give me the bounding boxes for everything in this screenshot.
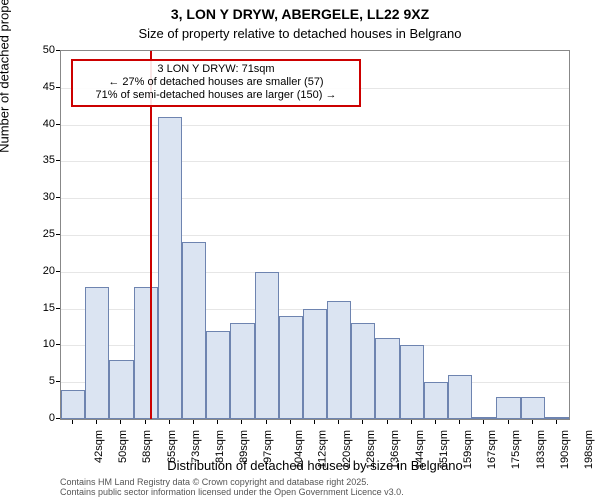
histogram-bar [206, 331, 230, 419]
y-tick-mark [56, 197, 60, 198]
x-tick-mark [532, 420, 533, 424]
y-tick-label: 50 [15, 44, 55, 56]
footer-line-2: Contains public sector information licen… [60, 488, 404, 498]
chart-footer: Contains HM Land Registry data © Crown c… [60, 478, 404, 498]
histogram-bar [496, 397, 520, 419]
y-tick-label: 25 [15, 228, 55, 240]
annotation-box: 3 LON Y DRYW: 71sqm← 27% of detached hou… [71, 59, 361, 107]
y-tick-mark [56, 418, 60, 419]
histogram-bar [109, 360, 133, 419]
histogram-bar [327, 301, 351, 419]
y-tick-label: 30 [15, 191, 55, 203]
histogram-bar [230, 323, 254, 419]
annotation-line-1: 3 LON Y DRYW: 71sqm [77, 63, 355, 76]
x-tick-mark [266, 420, 267, 424]
x-tick-mark [338, 420, 339, 424]
histogram-bar [448, 375, 472, 419]
y-tick-mark [56, 271, 60, 272]
annotation-line-2: ← 27% of detached houses are smaller (57… [77, 76, 355, 89]
histogram-bar [255, 272, 279, 419]
x-tick-mark [387, 420, 388, 424]
x-tick-mark [120, 420, 121, 424]
y-axis-label: Number of detached properties [0, 0, 12, 153]
histogram-bar [545, 417, 569, 419]
x-axis-label: Distribution of detached houses by size … [60, 458, 570, 473]
x-tick-mark [169, 420, 170, 424]
chart-title: 3, LON Y DRYW, ABERGELE, LL22 9XZ [0, 6, 600, 22]
histogram-bar [85, 287, 109, 419]
histogram-bar [521, 397, 545, 419]
y-tick-label: 40 [15, 118, 55, 130]
y-tick-label: 45 [15, 81, 55, 93]
plot-area: 3 LON Y DRYW: 71sqm← 27% of detached hou… [60, 50, 570, 420]
x-tick-mark [217, 420, 218, 424]
histogram-bar [351, 323, 375, 419]
histogram-bar [61, 390, 85, 419]
y-tick-mark [56, 344, 60, 345]
y-tick-mark [56, 308, 60, 309]
y-tick-label: 5 [15, 375, 55, 387]
gridline [61, 198, 569, 199]
x-tick-mark [290, 420, 291, 424]
y-tick-label: 35 [15, 154, 55, 166]
y-tick-label: 15 [15, 302, 55, 314]
y-tick-mark [56, 50, 60, 51]
y-tick-mark [56, 160, 60, 161]
gridline [61, 272, 569, 273]
y-tick-mark [56, 124, 60, 125]
x-tick-label: 198sqm [583, 430, 595, 469]
x-tick-mark [556, 420, 557, 424]
annotation-line-3: 71% of semi-detached houses are larger (… [77, 89, 355, 102]
x-tick-mark [459, 420, 460, 424]
histogram-chart: 3, LON Y DRYW, ABERGELE, LL22 9XZ Size o… [0, 0, 600, 500]
x-tick-mark [435, 420, 436, 424]
y-tick-mark [56, 234, 60, 235]
y-tick-label: 20 [15, 265, 55, 277]
histogram-bar [303, 309, 327, 419]
gridline [61, 161, 569, 162]
x-tick-mark [314, 420, 315, 424]
x-tick-mark [241, 420, 242, 424]
histogram-bar [279, 316, 303, 419]
y-tick-label: 10 [15, 338, 55, 350]
gridline [61, 125, 569, 126]
histogram-bar [134, 287, 158, 419]
x-tick-mark [508, 420, 509, 424]
histogram-bar [375, 338, 399, 419]
histogram-bar [182, 242, 206, 419]
chart-subtitle: Size of property relative to detached ho… [0, 26, 600, 41]
histogram-bar [158, 117, 182, 419]
x-tick-mark [483, 420, 484, 424]
gridline [61, 235, 569, 236]
y-tick-mark [56, 381, 60, 382]
x-tick-mark [145, 420, 146, 424]
x-tick-mark [72, 420, 73, 424]
y-tick-mark [56, 87, 60, 88]
y-tick-label: 0 [15, 412, 55, 424]
x-tick-mark [362, 420, 363, 424]
histogram-bar [424, 382, 448, 419]
x-tick-mark [193, 420, 194, 424]
histogram-bar [472, 417, 496, 419]
x-tick-mark [96, 420, 97, 424]
x-tick-mark [411, 420, 412, 424]
histogram-bar [400, 345, 424, 419]
